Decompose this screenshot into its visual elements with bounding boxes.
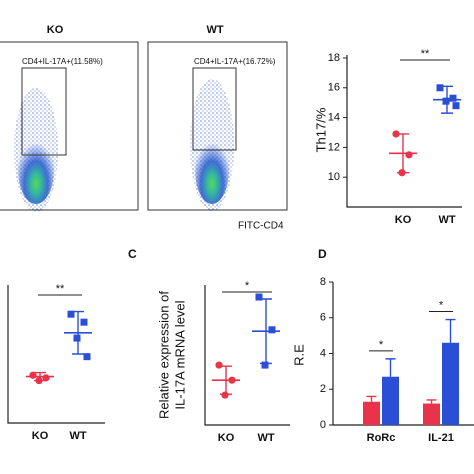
significance: **: [421, 48, 430, 60]
flow-title: KO: [47, 24, 64, 36]
data-point: [436, 84, 444, 92]
y-axis-label: R.E: [291, 344, 306, 366]
y-axis-label: IL-17A mRNA level: [172, 300, 187, 409]
x-tick-label: KO: [395, 214, 412, 226]
error-bar: [426, 399, 437, 404]
significance: *: [245, 280, 250, 292]
bar: [442, 342, 459, 425]
x-tick-label: WT: [69, 430, 86, 442]
data-point: [221, 391, 229, 399]
flow-frame: [0, 41, 139, 211]
error-bar: [366, 395, 377, 402]
flow-x-label: FITC-CD4: [238, 221, 284, 232]
y-tick-label: 16: [328, 82, 340, 94]
flow-panel: WT CD4+IL-17A+(16.72%): [147, 24, 288, 211]
chart: KO WT **: [7, 283, 105, 442]
sd-bar: [397, 133, 409, 174]
y-tick-label: 8: [320, 276, 326, 288]
flow-gate: [21, 67, 67, 156]
y-tick-label: 12: [328, 141, 340, 153]
chart: KO WT Relative expression of IL-17A mRNA le…: [128, 247, 290, 444]
chart: 10 12 14 16 18 KO WT Th17/% **: [313, 48, 462, 226]
bar: [363, 401, 380, 425]
axes: [7, 285, 105, 424]
y-axis-label: Relative expression of: [156, 291, 171, 419]
y-tick-label: 0: [320, 419, 326, 431]
data-point: [405, 151, 413, 159]
error-bar: [445, 318, 456, 343]
x-tick-label: IL-21: [428, 432, 454, 444]
significance: *: [439, 299, 444, 311]
y-axis-label: Th17/%: [313, 107, 328, 152]
panel-label: D: [318, 247, 327, 261]
data-point: [83, 353, 91, 361]
flow-frame: [147, 41, 288, 211]
data-point: [255, 293, 263, 301]
data-point: [67, 310, 75, 318]
y-tick-label: 2: [320, 383, 326, 395]
flow-panel: KO CD4+IL-17A+(11.58%): [0, 24, 139, 212]
y-tick-label: 14: [328, 111, 340, 123]
y-tick-label: 10: [328, 171, 340, 183]
panel-label: C: [128, 247, 137, 261]
x-tick-label: KO: [32, 430, 49, 442]
gate-label: CD4+IL-17A+(16.72%): [194, 57, 276, 66]
sd-bar: [441, 85, 453, 114]
x-tick-label: WT: [257, 432, 274, 444]
data-point: [261, 361, 269, 369]
data-point: [80, 318, 88, 326]
flow-gate: [192, 67, 237, 151]
significance: **: [56, 283, 65, 295]
gate-label: CD4+IL-17A+(11.58%): [22, 57, 103, 66]
x-tick-label: KO: [218, 432, 235, 444]
bar: [382, 376, 399, 425]
data-point: [392, 130, 400, 138]
x-tick-label: RoRc: [367, 432, 396, 444]
y-tick-label: 4: [320, 347, 326, 359]
sd-bar: [220, 365, 232, 395]
y-tick-label: 18: [328, 52, 340, 64]
chart: 0 2 4 6 8 RoRc IL-21 R.E D * *: [291, 247, 474, 444]
significance: *: [379, 339, 384, 351]
sd-bar: [72, 310, 84, 355]
axes: [204, 285, 290, 426]
data-point: [215, 361, 223, 369]
data-point: [73, 334, 81, 342]
x-tick-label: WT: [438, 214, 455, 226]
flow-density: [18, 136, 54, 204]
data-point: [449, 94, 457, 102]
flow-title: WT: [206, 24, 223, 36]
sd-bar: [34, 371, 46, 382]
flow-density: [195, 136, 229, 204]
bar: [423, 403, 440, 425]
data-point: [268, 326, 276, 334]
y-tick-label: 6: [320, 312, 326, 324]
data-point: [452, 102, 460, 110]
data-point: [442, 97, 450, 105]
error-bar: [385, 358, 396, 377]
sd-bar: [260, 298, 272, 365]
axes: [346, 55, 462, 208]
